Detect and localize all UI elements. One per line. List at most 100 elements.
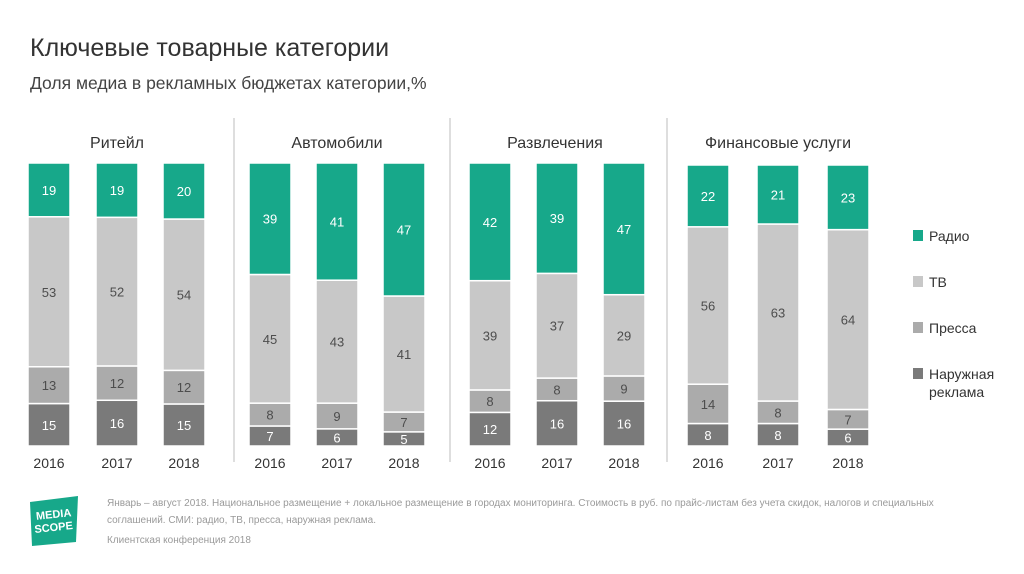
bar-label-outdoor-p3-2018: 16 [617,417,631,432]
bar-label-press-p3-2017: 8 [553,382,560,397]
bar-label-radio-p2-2018: 47 [397,223,411,238]
bar-segment-press-p1-2016 [27,366,71,405]
bar-label-outdoor-p4-2018: 6 [844,431,851,446]
bar-label-press-p2-2016: 8 [266,408,273,423]
chart-legend: Радио ТВ Пресса Наружная реклама [913,0,1023,574]
year-label-p1-2018: 2018 [168,455,199,471]
bar-label-outdoor-p4-2017: 8 [774,428,781,443]
bar-label-press-p3-2016: 8 [486,394,493,409]
bar-label-radio-p3-2017: 39 [550,211,564,226]
year-label-p4-2018: 2018 [832,455,863,471]
bar-segment-tv-p1-2017 [95,216,139,367]
legend-label-outdoor: Наружная реклама [929,366,995,400]
bar-label-press-p3-2018: 9 [620,382,627,397]
bar-label-radio-p2-2016: 39 [263,212,277,227]
legend-label-radio: Радио [929,228,970,244]
bar-label-tv-p3-2018: 29 [617,328,631,343]
bar-label-radio-p1-2017: 19 [110,183,124,198]
bar-segment-radio-p2-2018 [382,162,426,297]
legend-swatch-press [913,322,923,333]
bar-segment-radio-p4-2018 [826,164,870,231]
bar-label-tv-p4-2017: 63 [771,306,785,321]
bar-segment-tv-p2-2017 [315,279,359,404]
legend-label-tv: ТВ [929,274,947,290]
bar-segment-tv-p3-2017 [535,272,579,379]
bar-label-press-p2-2017: 9 [333,409,340,424]
footnote: Январь – август 2018. Национальное разме… [107,498,934,526]
year-label-p4-2017: 2017 [762,455,793,471]
bar-label-outdoor-p1-2018: 15 [177,418,191,433]
panel-title-1: Ритейл [90,135,144,152]
conference-label: Клиентская конференция 2018 [107,535,251,546]
bar-label-outdoor-p2-2016: 7 [266,429,273,444]
bar-segment-radio-p1-2018 [162,162,206,220]
year-label-p1-2017: 2017 [101,455,132,471]
bar-segment-outdoor-p1-2018 [162,403,206,447]
logo-text-media: MEDIA [35,507,72,523]
bar-label-outdoor-p4-2016: 8 [704,428,711,443]
panel-title-3: Развлечения [507,135,603,152]
bar-label-press-p2-2018: 7 [400,415,407,430]
bar-segment-radio-p4-2017 [756,164,800,225]
bar-segment-outdoor-p1-2016 [27,402,71,447]
bar-label-radio-p1-2016: 19 [42,183,56,198]
bar-label-outdoor-p1-2017: 16 [110,416,124,431]
bar-label-press-p1-2016: 13 [42,378,56,393]
bar-label-tv-p1-2018: 54 [177,288,191,303]
bar-label-press-p1-2018: 12 [177,380,191,395]
bar-segment-radio-p1-2017 [95,162,139,219]
mediascope-logo: MEDIA SCOPE [30,496,78,546]
bar-label-press-p1-2017: 12 [110,376,124,391]
bar-segment-tv-p1-2018 [162,218,206,372]
bar-label-radio-p4-2018: 23 [841,190,855,205]
legend-label-press: Пресса [929,320,977,336]
bar-segment-tv-p4-2018 [826,228,870,411]
page-subtitle: Доля медиа в рекламных бюджетах категори… [30,73,427,93]
year-label-p2-2016: 2016 [254,455,285,471]
bar-segment-tv-p4-2016 [686,226,730,385]
bar-label-outdoor-p2-2017: 6 [333,430,340,445]
bar-segment-press-p1-2017 [95,365,139,402]
bar-label-radio-p3-2018: 47 [617,222,631,237]
year-label-p1-2016: 2016 [33,455,64,471]
bar-label-outdoor-p3-2016: 12 [483,422,497,437]
bar-label-tv-p2-2016: 45 [263,332,277,347]
year-label-p4-2016: 2016 [692,455,723,471]
logo-text-scope: SCOPE [34,520,74,536]
bar-label-outdoor-p2-2018: 5 [400,432,407,447]
bar-label-press-p4-2018: 7 [844,412,851,427]
year-label-p2-2017: 2017 [321,455,352,471]
bar-segment-radio-p2-2016 [248,162,292,276]
bar-label-outdoor-p3-2017: 16 [550,416,564,431]
bar-segment-radio-p4-2016 [686,164,730,228]
bar-label-tv-p2-2017: 43 [330,335,344,350]
bar-label-tv-p1-2016: 53 [42,285,56,300]
bar-label-tv-p1-2017: 52 [110,285,124,300]
page-title: Ключевые товарные категории [30,34,390,62]
bar-segment-radio-p3-2018 [602,162,646,296]
bar-segment-tv-p2-2016 [248,273,292,404]
logo-badge-shape [30,496,78,546]
bar-label-tv-p3-2016: 39 [483,328,497,343]
bar-segment-outdoor-p3-2017 [535,399,579,447]
bar-segment-tv-p3-2016 [468,279,512,391]
bar-label-radio-p4-2017: 21 [771,188,785,203]
legend-swatch-radio [913,230,923,241]
bar-label-outdoor-p1-2016: 15 [42,418,56,433]
legend-swatch-tv [913,276,923,287]
legend-swatch-outdoor [913,368,923,379]
bar-label-press-p4-2016: 14 [701,397,715,412]
panel-title-4: Финансовые услуги [705,135,851,152]
stacked-bar-chart: Ритейл1513531920161612521920171512542020… [27,118,870,471]
panel-title-2: Автомобили [291,135,382,152]
bar-segment-tv-p2-2018 [382,295,426,413]
bar-segment-radio-p3-2017 [535,162,579,275]
bar-label-tv-p2-2018: 41 [397,347,411,362]
bar-label-tv-p4-2018: 64 [841,313,855,328]
year-label-p2-2018: 2018 [388,455,419,471]
bar-label-press-p4-2017: 8 [774,405,781,420]
bar-label-radio-p2-2017: 41 [330,215,344,230]
bar-label-tv-p3-2017: 37 [550,319,564,334]
bar-segment-press-p4-2016 [686,383,730,425]
bar-segment-radio-p1-2016 [27,162,71,218]
